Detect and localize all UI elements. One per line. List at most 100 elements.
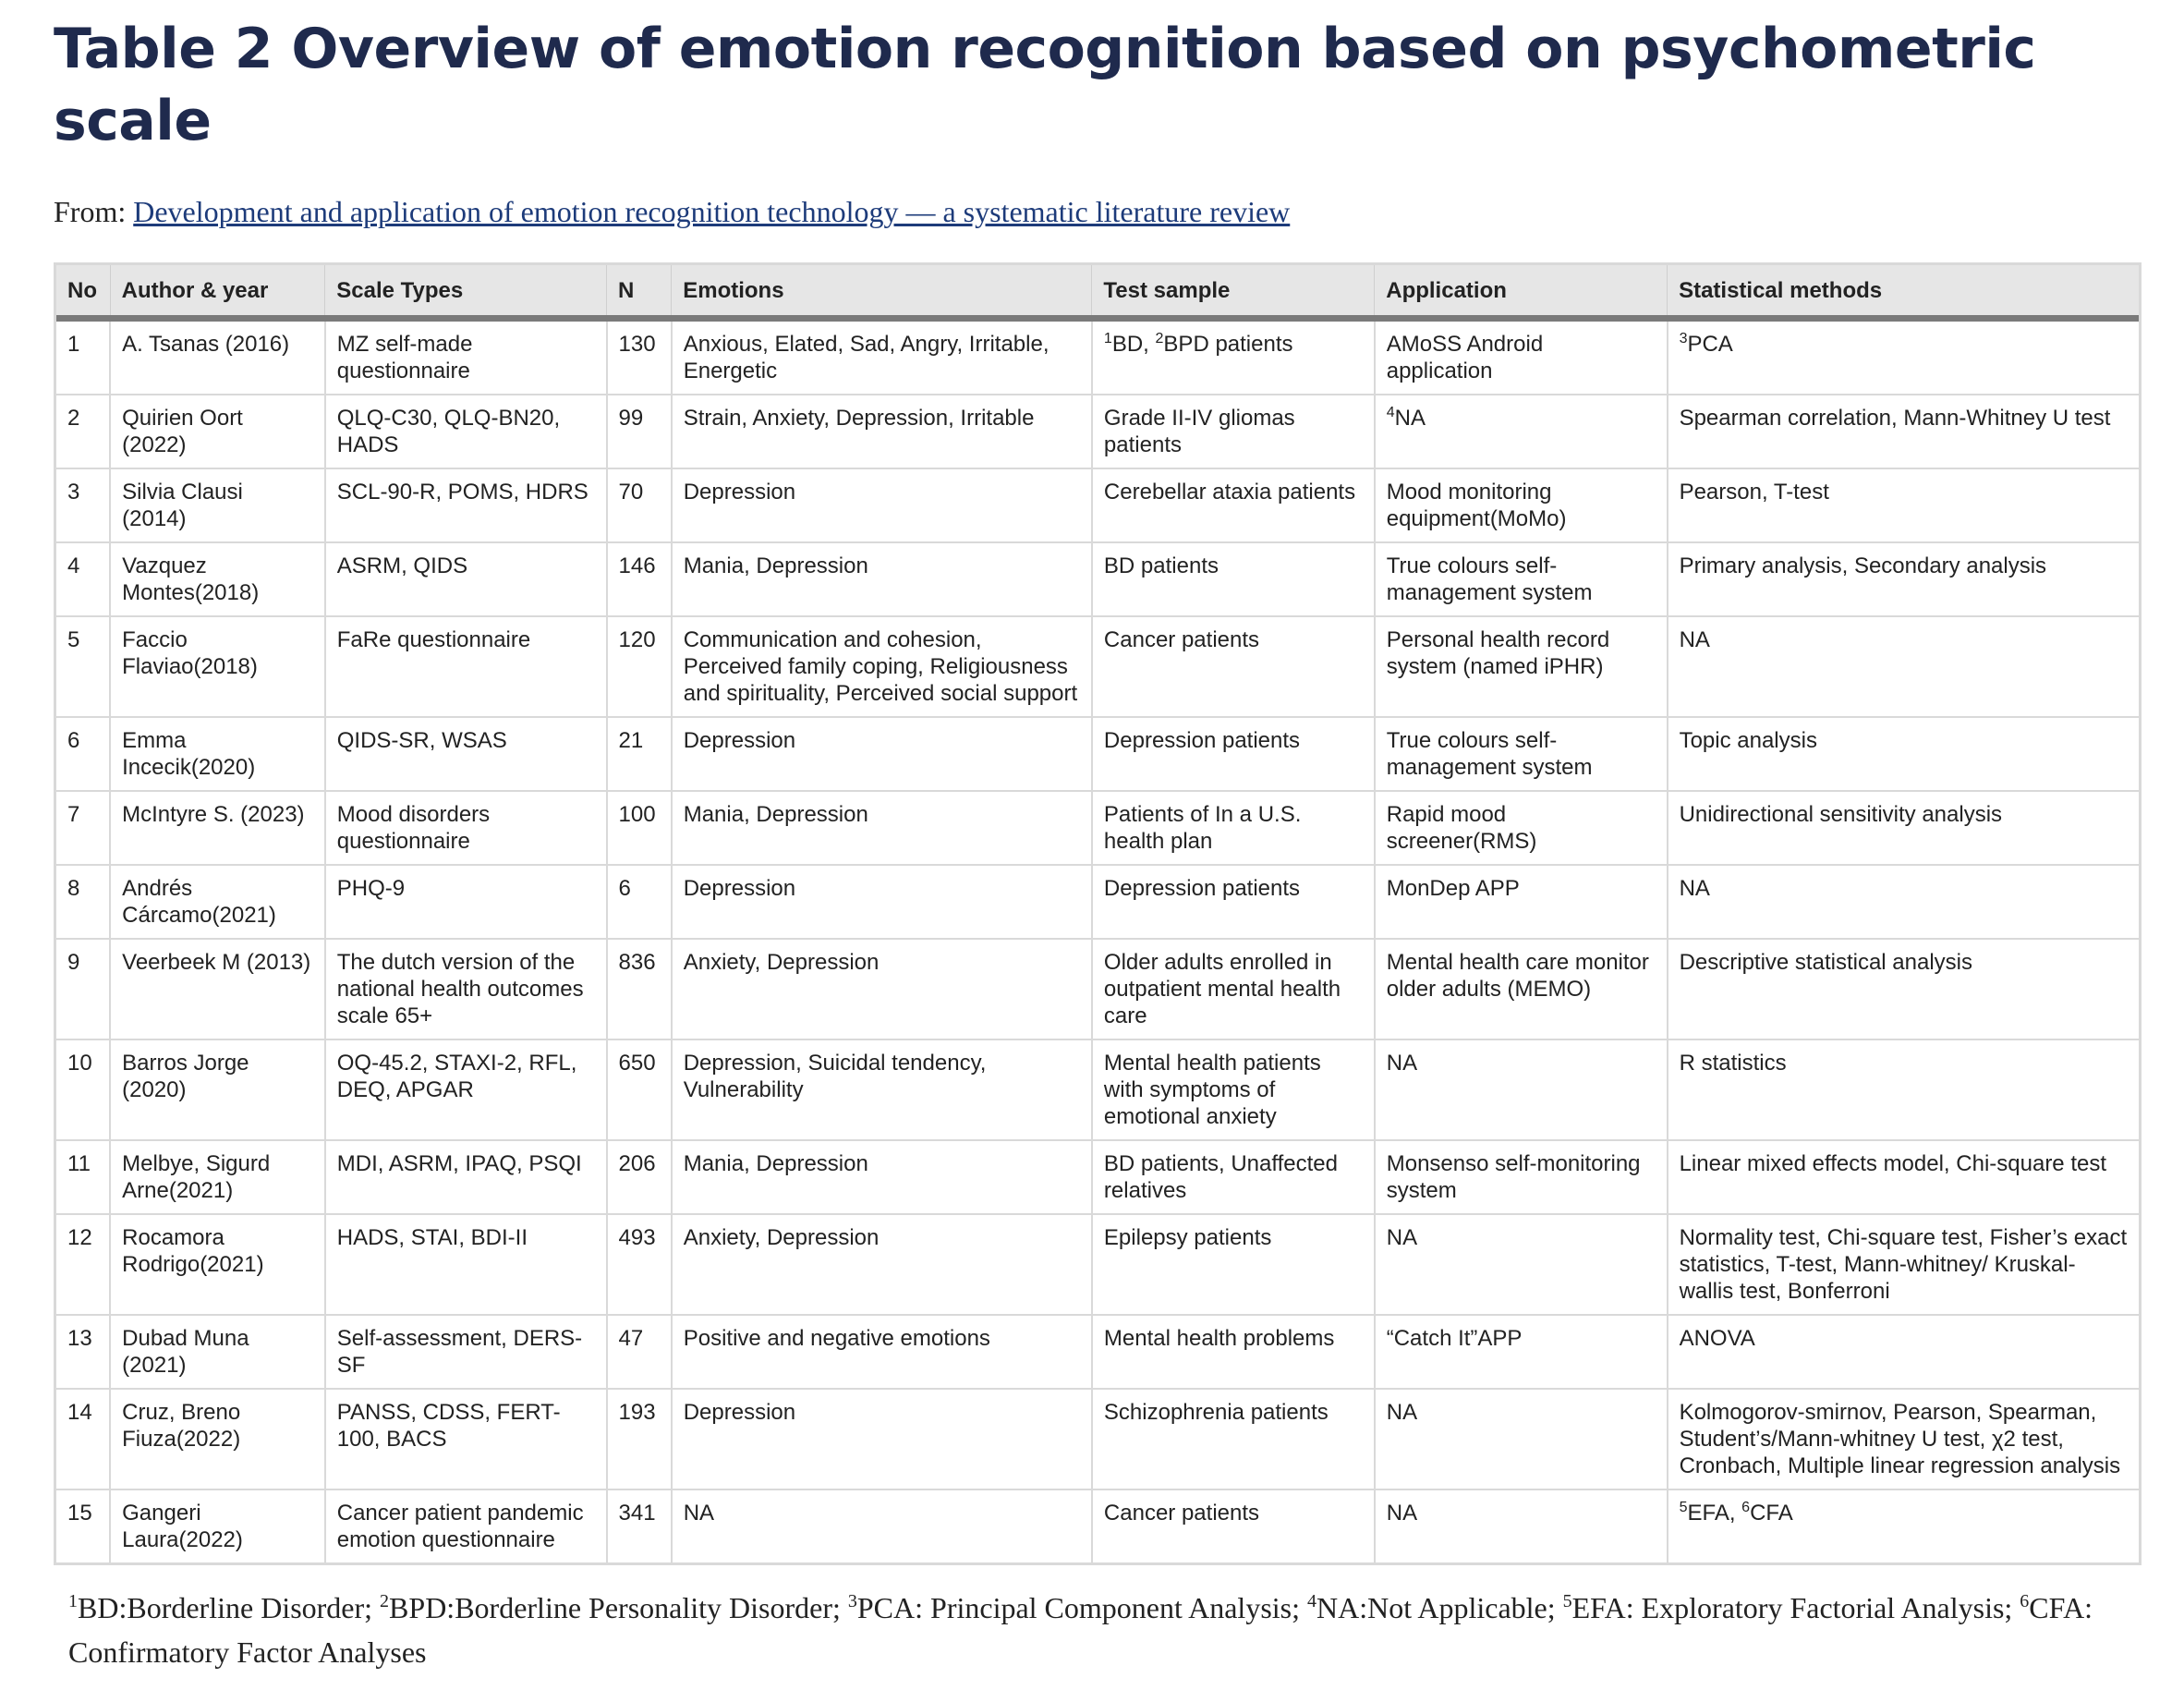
header-n: N [606, 265, 672, 322]
cell-scale-types: HADS, STAI, BDI-II [323, 1213, 607, 1315]
header-test-sample: Test sample [1091, 265, 1375, 322]
cell-application: NA [1373, 1489, 1668, 1562]
cell-author-year: McIntyre S. (2023) [109, 790, 325, 865]
cell-emotions: Communication and cohesion, Perceived fa… [670, 615, 1092, 717]
cell-n: 341 [605, 1489, 672, 1562]
cell-no: 8 [56, 864, 111, 939]
cell-n: 193 [605, 1388, 672, 1489]
header-application: Application [1374, 265, 1668, 322]
cell-n: 130 [605, 318, 672, 395]
cell-emotions: Mania, Depression [670, 541, 1092, 616]
cell-emotions: Depression [670, 468, 1092, 542]
cell-application: Rapid mood screener(RMS) [1373, 790, 1668, 865]
header-author-year: Author & year [109, 265, 325, 322]
cell-test-sample: Epilepsy patients [1090, 1213, 1375, 1315]
cell-statistical-methods: Normality test, Chi-square test, Fisher’… [1666, 1213, 2139, 1315]
cell-scale-types: QIDS-SR, WSAS [323, 716, 607, 791]
table-row: 8 Andrés Cárcamo(2021) PHQ-9 6 Depression Dep… [56, 864, 2139, 939]
cell-test-sample: 1BD, 2BPD patients [1090, 318, 1375, 395]
cell-emotions: NA [670, 1489, 1092, 1562]
table-row: 11 Melbye, Sigurd Arne(2021) MDI, ASRM, IP… [56, 1139, 2139, 1214]
cell-n: 99 [605, 394, 672, 468]
emotion-recognition-table: No Author & year Scale Types N Emotions Test … [56, 265, 2139, 1562]
cell-scale-types: SCL-90-R, POMS, HDRS [323, 468, 607, 542]
cell-n: 6 [605, 864, 672, 939]
table-row: 14 Cruz, Breno Fiuza(2022) PANSS, CDSS, FE… [56, 1388, 2139, 1489]
cell-application: NA [1373, 1388, 1668, 1489]
cell-no: 15 [56, 1489, 111, 1562]
cell-emotions: Mania, Depression [670, 790, 1092, 865]
table-header-row: No Author & year Scale Types N Emotions Test … [56, 265, 2139, 322]
table-container: No Author & year Scale Types N Emotions Test … [54, 262, 2142, 1565]
cell-author-year: Dubad Muna (2021) [109, 1314, 325, 1389]
cell-scale-types: Mood disorders questionnaire [323, 790, 607, 865]
cell-application: True colours self-management system [1373, 716, 1668, 791]
cell-application: 4NA [1373, 394, 1668, 468]
cell-author-year: Barros Jorge (2020) [109, 1039, 325, 1140]
cell-scale-types: PHQ-9 [323, 864, 607, 939]
cell-statistical-methods: Topic analysis [1666, 716, 2139, 791]
cell-statistical-methods: NA [1666, 615, 2139, 717]
cell-application: Personal health record system (named iPH… [1373, 615, 1668, 717]
cell-test-sample: BD patients, Unaffected relatives [1090, 1139, 1375, 1214]
cell-statistical-methods: Spearman correlation, Mann-Whitney U tes… [1666, 394, 2139, 468]
source-article-link[interactable]: Development and application of emotion r… [133, 195, 1291, 228]
cell-scale-types: Self-assessment, DERS-SF [323, 1314, 607, 1389]
cell-test-sample: Depression patients [1090, 864, 1375, 939]
cell-statistical-methods: ANOVA [1666, 1314, 2139, 1389]
table-row: 9 Veerbeek M (2013) The dutch version of t… [56, 938, 2139, 1039]
cell-statistical-methods: Unidirectional sensitivity analysis [1666, 790, 2139, 865]
cell-application: Mental health care monitor older adults … [1373, 938, 1668, 1039]
cell-emotions: Depression [670, 864, 1092, 939]
table-row: 13 Dubad Muna (2021) Self-assessment, DERS… [56, 1314, 2139, 1389]
cell-author-year: Cruz, Breno Fiuza(2022) [109, 1388, 325, 1489]
cell-scale-types: FaRe questionnaire [323, 615, 607, 717]
cell-author-year: Quirien Oort (2022) [109, 394, 325, 468]
cell-statistical-methods: Descriptive statistical analysis [1666, 938, 2139, 1039]
cell-test-sample: Cancer patients [1090, 615, 1375, 717]
cell-n: 47 [605, 1314, 672, 1389]
cell-test-sample: Mental health patients with symptoms of … [1090, 1039, 1375, 1140]
table-row: 4 Vazquez Montes(2018) ASRM, QIDS 146 Mania,… [56, 541, 2139, 616]
cell-author-year: Silvia Clausi (2014) [109, 468, 325, 542]
cell-no: 12 [56, 1213, 111, 1315]
cell-n: 650 [605, 1039, 672, 1140]
cell-emotions: Strain, Anxiety, Depression, Irritable [670, 394, 1092, 468]
cell-no: 10 [56, 1039, 111, 1140]
cell-application: MonDep APP [1373, 864, 1668, 939]
cell-statistical-methods: Primary analysis, Secondary analysis [1666, 541, 2139, 616]
table-row: 15 Gangeri Laura(2022) Cancer patient pand… [56, 1489, 2139, 1562]
cell-application: Monsenso self-monitoring system [1373, 1139, 1668, 1214]
source-line: From: Development and application of emo… [54, 194, 2130, 229]
cell-statistical-methods: Kolmogorov-smirnov, Pearson, Spearman, S… [1666, 1388, 2139, 1489]
cell-author-year: Rocamora Rodrigo(2021) [109, 1213, 325, 1315]
cell-test-sample: Mental health problems [1090, 1314, 1375, 1389]
table-row: 12 Rocamora Rodrigo(2021) HADS, STAI, BDI-… [56, 1213, 2139, 1315]
cell-n: 206 [605, 1139, 672, 1214]
cell-n: 70 [605, 468, 672, 542]
cell-statistical-methods: NA [1666, 864, 2139, 939]
cell-scale-types: OQ-45.2, STAXI-2, RFL, DEQ, APGAR [323, 1039, 607, 1140]
cell-application: True colours self-management system [1373, 541, 1668, 616]
table-body: 1 A. Tsanas (2016) MZ self-made questionna… [56, 318, 2139, 1562]
cell-application: “Catch It”APP [1373, 1314, 1668, 1389]
cell-emotions: Depression [670, 716, 1092, 791]
header-emotions: Emotions [671, 265, 1092, 322]
cell-no: 2 [56, 394, 111, 468]
footnotes: 1BD:Borderline Disorder; 2BPD:Borderline… [68, 1591, 2093, 1669]
header-scale-types: Scale Types [324, 265, 607, 322]
cell-no: 1 [67, 332, 80, 357]
cell-test-sample: Older adults enrolled in outpatient ment… [1090, 938, 1375, 1039]
cell-test-sample: BD patients [1090, 541, 1375, 616]
cell-no: 7 [56, 790, 111, 865]
cell-n: 146 [605, 541, 672, 616]
cell-application: NA [1373, 1039, 1668, 1140]
cell-test-sample: Cerebellar ataxia patients [1090, 468, 1375, 542]
cell-test-sample: Cancer patients [1090, 1489, 1375, 1562]
cell-author-year: Veerbeek M (2013) [109, 938, 325, 1039]
cell-emotions: Depression, Suicidal tendency, Vulnerabi… [670, 1039, 1092, 1140]
cell-scale-types: QLQ-C30, QLQ-BN20, HADS [323, 394, 607, 468]
page-title: Table 2 Overview of emotion recognition … [54, 17, 2036, 153]
cell-emotions: Anxiety, Depression [670, 1213, 1092, 1315]
